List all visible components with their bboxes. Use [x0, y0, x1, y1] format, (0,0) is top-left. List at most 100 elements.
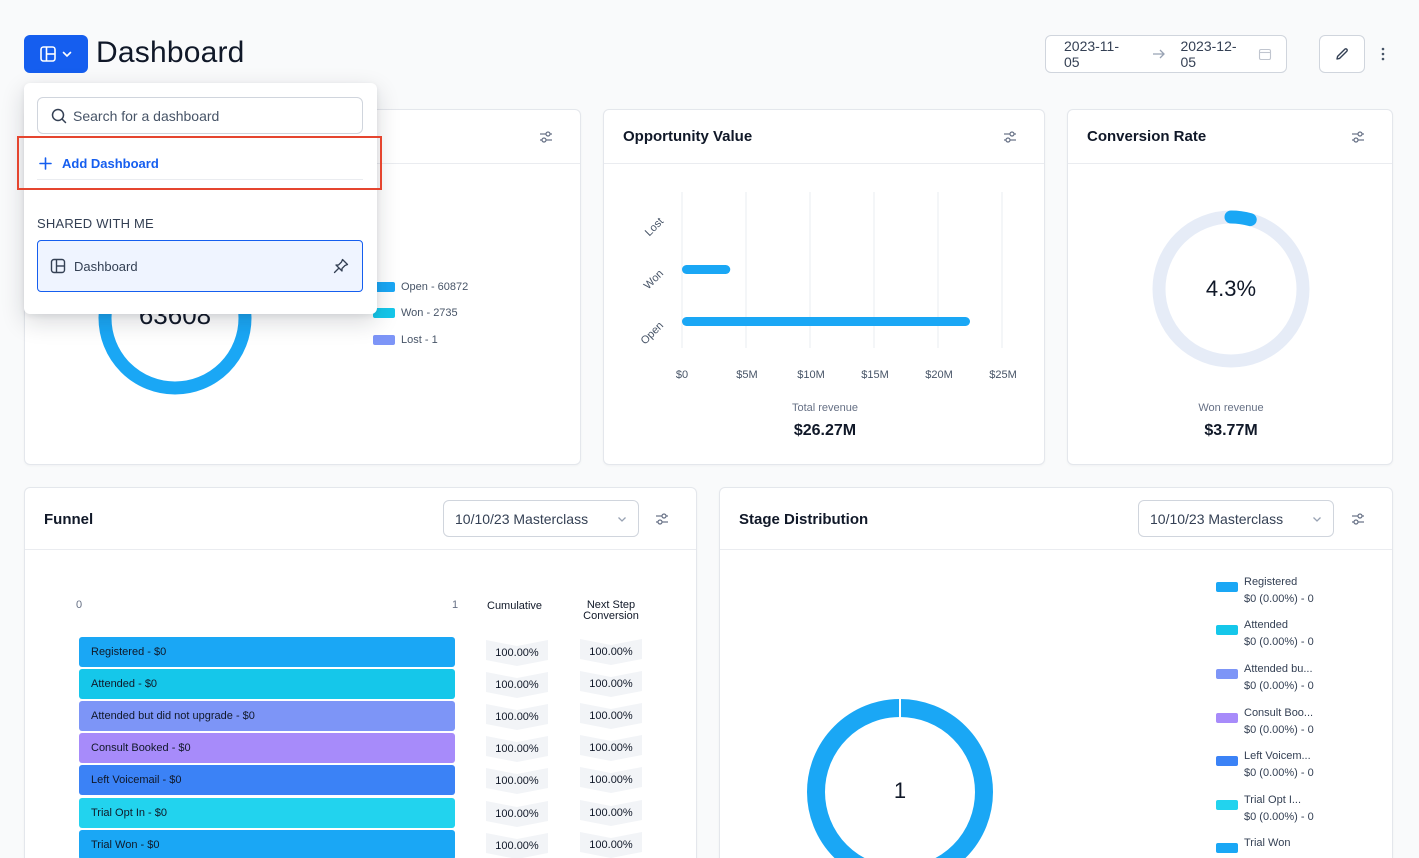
conversion-rate-value: 4.3%: [1205, 276, 1257, 301]
card-title: Funnel: [44, 511, 94, 528]
date-range-picker[interactable]: 2023-11-05 2023-12-05: [1045, 35, 1287, 73]
legend-swatch: [373, 282, 395, 292]
x-tick-label: $15M: [861, 369, 889, 381]
funnel-bar: Attended - $0: [79, 669, 455, 699]
legend-swatch: [373, 335, 395, 345]
vertical-dots-icon: [1381, 47, 1385, 61]
next-step-cell: 100.00%: [580, 735, 642, 761]
dashboard-item-label: Dashboard: [74, 258, 138, 274]
x-tick-label: $10M: [797, 369, 825, 381]
won-revenue-value: $3.77M: [1204, 422, 1258, 439]
date-start[interactable]: 2023-11-05: [1064, 38, 1120, 70]
dashboard-switcher-button[interactable]: [24, 35, 88, 73]
legend-name: Consult Boo...: [1244, 707, 1314, 719]
pencil-icon: [1334, 46, 1350, 62]
calendar-icon: [1258, 47, 1272, 61]
next-step-cell: 100.00%: [580, 800, 642, 826]
stage-distribution-center-value: 1: [893, 778, 907, 803]
column-header-line: Conversion: [583, 610, 639, 622]
next-step-cell: 100.00%: [580, 832, 642, 858]
page-header: Dashboard 2023-11-05 2023-12-05: [24, 35, 1395, 73]
cumulative-cell: 100.00%: [486, 833, 548, 858]
chevron-down-icon: [1311, 513, 1323, 525]
legend-swatch: [1216, 713, 1238, 723]
x-tick-label: $0: [676, 369, 688, 381]
shared-with-me-heading: SHARED WITH ME: [37, 216, 154, 231]
settings-sliders-icon[interactable]: [653, 510, 671, 528]
plus-icon: [39, 156, 52, 170]
cumulative-cell: 100.00%: [486, 672, 548, 698]
cumulative-cell: 100.00%: [486, 704, 548, 730]
settings-sliders-icon[interactable]: [537, 128, 555, 146]
funnel-bar: Trial Opt In - $0: [79, 798, 455, 828]
settings-sliders-icon[interactable]: [1001, 128, 1019, 146]
legend-item: Open - 60872: [373, 281, 468, 293]
next-step-cell: 100.00%: [580, 703, 642, 729]
funnel-bar: Attended but did not upgrade - $0: [79, 701, 455, 731]
dashboard-list-item[interactable]: Dashboard: [37, 240, 363, 292]
x-tick-label: $20M: [925, 369, 953, 381]
legend-swatch: [1216, 756, 1238, 766]
funnel-card: Funnel 10/10/23 Masterclass 0 1 Cumulati…: [24, 487, 697, 858]
funnel-pipeline-select[interactable]: 10/10/23 Masterclass: [443, 500, 639, 537]
settings-sliders-icon[interactable]: [1349, 128, 1367, 146]
y-category-label: Lost: [643, 216, 666, 239]
funnel-bar: Trial Won - $0: [79, 830, 455, 858]
card-title: Stage Distribution: [739, 511, 869, 528]
card-header: Funnel 10/10/23 Masterclass: [25, 488, 696, 550]
more-options-button[interactable]: [1371, 35, 1395, 73]
next-step-cell: 100.00%: [580, 767, 642, 793]
x-tick-label: $25M: [989, 369, 1017, 381]
funnel-bar: Consult Booked - $0: [79, 733, 455, 763]
legend-swatch: [1216, 625, 1238, 635]
cumulative-cell: 100.00%: [486, 768, 548, 794]
legend-value: $0 (0.00%) - 0: [1244, 767, 1314, 779]
won-revenue-label: Won revenue: [1198, 402, 1264, 414]
legend-label: Open - 60872: [401, 281, 469, 293]
legend-name: Attended: [1244, 619, 1289, 631]
legend-name: Trial Won: [1244, 837, 1291, 849]
stage-distribution-card: Stage Distribution 10/10/23 Masterclass …: [719, 487, 1393, 858]
edit-dashboard-button[interactable]: [1319, 35, 1365, 73]
legend-value: $0 (0.00%) - 0: [1244, 724, 1314, 736]
funnel-bar: Left Voicemail - $0: [79, 765, 455, 795]
layout-icon: [50, 258, 66, 274]
total-revenue-label: Total revenue: [791, 402, 859, 414]
add-dashboard-button[interactable]: Add Dashboard: [17, 136, 382, 190]
conversion-rate-card: Conversion Rate 4.3% Won revenue $3.77M: [1067, 109, 1393, 465]
funnel-axis-start: 0: [76, 599, 83, 611]
pin-icon[interactable]: [332, 257, 350, 275]
dashboard-switcher-dropdown: Search for a dashboard Add Dashboard SHA…: [17, 83, 382, 314]
legend-value: $0 (0.00%) - 0: [1244, 636, 1314, 648]
arrow-right-icon: [1152, 48, 1166, 60]
search-placeholder: Search for a dashboard: [73, 107, 220, 124]
cumulative-column-header: Cumulative: [487, 600, 543, 612]
date-end[interactable]: 2023-12-05: [1180, 38, 1237, 70]
cumulative-cell: 100.00%: [486, 736, 548, 762]
legend-swatch: [373, 308, 395, 318]
card-title: Opportunity Value: [623, 128, 753, 145]
conversion-rate-ring: [1152, 210, 1310, 368]
y-category-label: Won: [642, 268, 666, 292]
total-revenue-value: $26.27M: [793, 422, 857, 439]
funnel-bar: Registered - $0: [79, 637, 455, 667]
next-step-cell: 100.00%: [580, 671, 642, 697]
funnel-axis-end: 1: [452, 599, 459, 611]
stage-distribution-donut: [807, 698, 993, 858]
legend-name: Attended bu...: [1244, 663, 1313, 675]
next-step-column-header: Next Step Conversion: [577, 600, 645, 622]
layout-icon: [39, 45, 57, 63]
legend-item: Lost - 1: [373, 334, 438, 346]
dashboard-search-input[interactable]: Search for a dashboard: [37, 97, 363, 134]
card-header: Opportunity Value: [604, 110, 1044, 164]
legend-name: Trial Opt I...: [1244, 794, 1302, 806]
next-step-cell: 100.00%: [580, 639, 642, 665]
stage-pipeline-select[interactable]: 10/10/23 Masterclass: [1138, 500, 1334, 537]
legend-label: Lost - 1: [401, 334, 438, 346]
divider: [37, 179, 363, 180]
legend-value: $0 (0.00%) - 0: [1244, 680, 1314, 692]
settings-sliders-icon[interactable]: [1349, 510, 1367, 528]
legend-swatch: [1216, 800, 1238, 810]
card-header: Conversion Rate: [1068, 110, 1392, 164]
bar-open: [682, 317, 970, 326]
